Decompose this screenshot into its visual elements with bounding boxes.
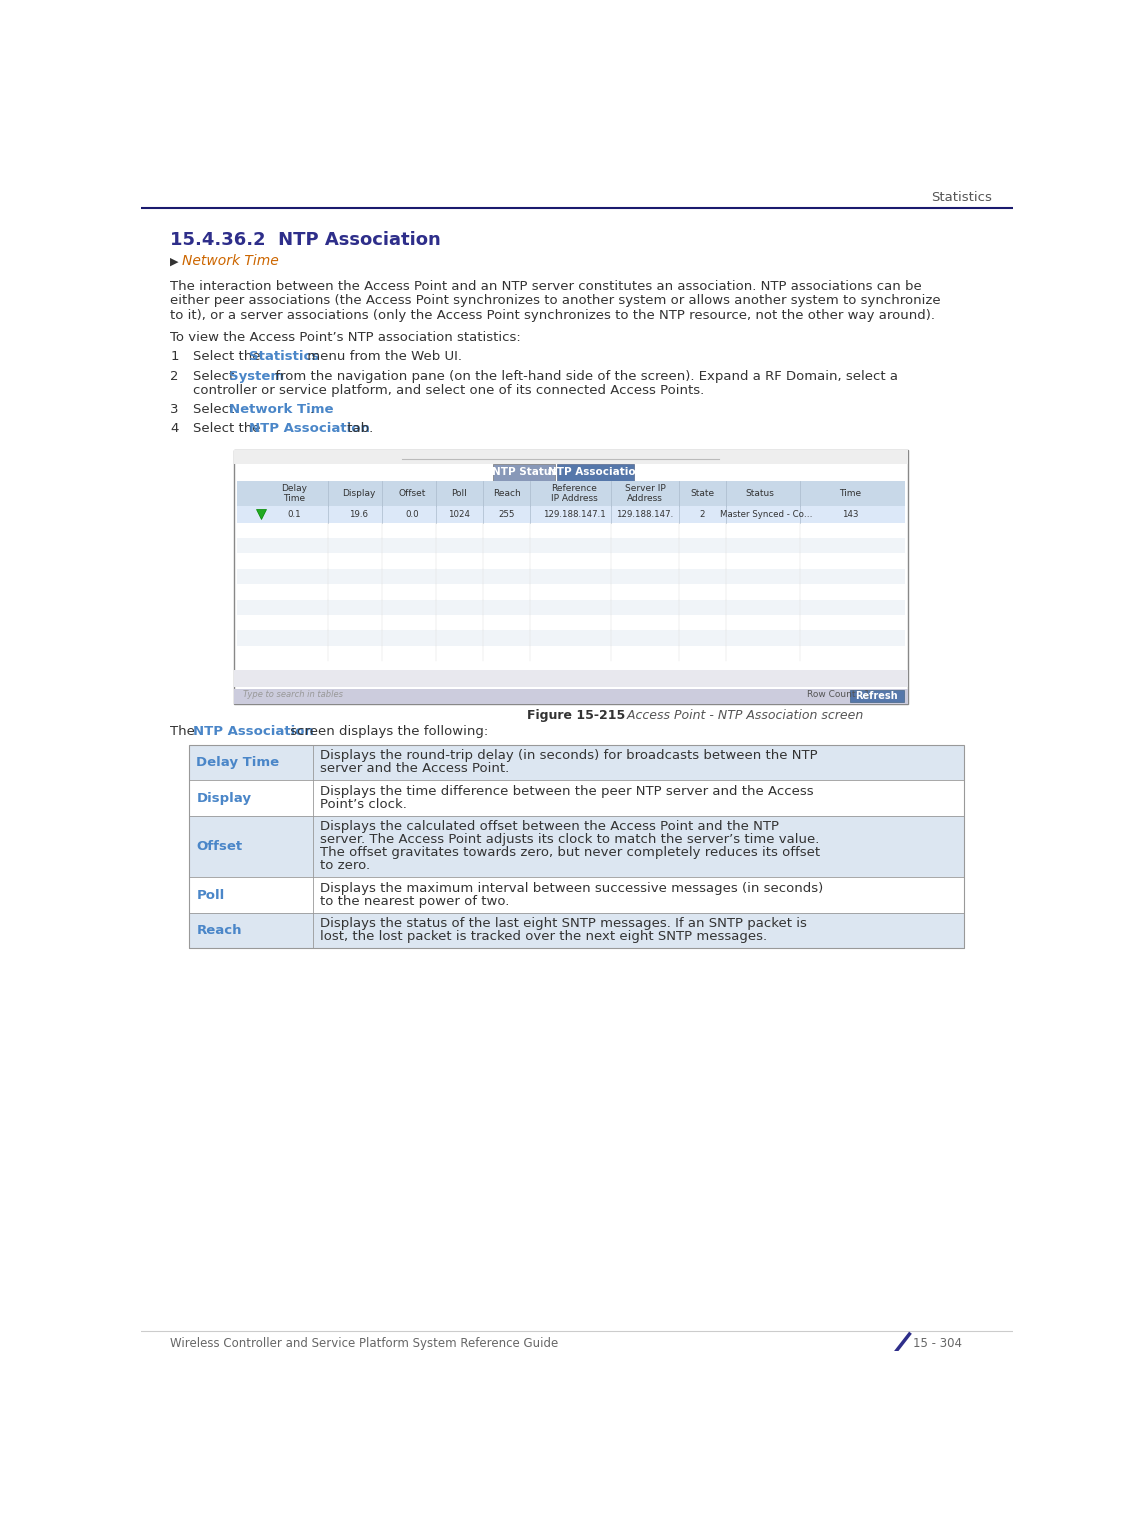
Text: Access Point - NTP Association screen: Access Point - NTP Association screen	[619, 709, 863, 723]
Bar	[236, 481, 905, 505]
Text: NTP Association: NTP Association	[192, 724, 314, 738]
Bar	[493, 465, 556, 481]
Text: The interaction between the Access Point and an NTP server constitutes an associ: The interaction between the Access Point…	[170, 279, 921, 293]
Bar	[234, 451, 908, 465]
Bar	[240, 689, 395, 700]
Text: Network Time: Network Time	[228, 402, 333, 416]
Bar	[189, 877, 964, 912]
Text: 0.1: 0.1	[288, 510, 302, 519]
Bar	[189, 815, 964, 877]
Text: Point’s clock.: Point’s clock.	[321, 798, 407, 811]
Bar	[189, 780, 964, 815]
Text: Time: Time	[839, 489, 862, 498]
Bar	[236, 615, 905, 630]
Bar	[236, 505, 905, 522]
Text: screen displays the following:: screen displays the following:	[287, 724, 488, 738]
Text: lost, the lost packet is tracked over the next eight SNTP messages.: lost, the lost packet is tracked over th…	[321, 931, 767, 943]
Text: Offset: Offset	[197, 839, 243, 853]
Bar	[236, 522, 905, 537]
Text: Reference
IP Address: Reference IP Address	[551, 484, 597, 502]
Bar	[236, 569, 905, 584]
Text: Refresh: Refresh	[856, 691, 898, 701]
Text: Statistics: Statistics	[249, 351, 320, 363]
Text: .: .	[309, 402, 314, 416]
Text: 129.188.147.: 129.188.147.	[616, 510, 674, 519]
Text: Displays the calculated offset between the Access Point and the NTP: Displays the calculated offset between t…	[321, 820, 780, 833]
Text: 129.188.147.1: 129.188.147.1	[542, 510, 605, 519]
Text: Network Time: Network Time	[182, 255, 279, 269]
Text: to the nearest power of two.: to the nearest power of two.	[321, 894, 510, 908]
Text: Type to search in tables: Type to search in tables	[243, 691, 343, 700]
Text: 3: 3	[170, 402, 179, 416]
Bar	[236, 600, 905, 615]
Text: Display: Display	[197, 792, 251, 805]
Text: Offset: Offset	[398, 489, 426, 498]
Text: 4: 4	[170, 422, 179, 436]
Text: ▶: ▶	[170, 257, 179, 267]
Text: Statistics: Statistics	[930, 191, 991, 203]
Text: 255: 255	[498, 510, 515, 519]
Bar	[234, 451, 908, 704]
Text: Poll: Poll	[197, 888, 225, 902]
Text: 1024: 1024	[449, 510, 470, 519]
Text: Select the: Select the	[193, 422, 266, 436]
Text: either peer associations (the Access Point synchronizes to another system or all: either peer associations (the Access Poi…	[170, 294, 940, 307]
Text: 1: 1	[170, 351, 179, 363]
Bar	[234, 689, 908, 704]
Text: 15 - 304: 15 - 304	[912, 1337, 962, 1350]
Text: server. The Access Point adjusts its clock to match the server’s time value.: server. The Access Point adjusts its clo…	[321, 833, 820, 846]
Bar	[189, 912, 964, 949]
Text: 2: 2	[700, 510, 705, 519]
Text: Displays the time difference between the peer NTP server and the Access: Displays the time difference between the…	[321, 785, 814, 798]
Text: Wireless Controller and Service Platform System Reference Guide: Wireless Controller and Service Platform…	[170, 1337, 558, 1350]
Text: controller or service platform, and select one of its connected Access Points.: controller or service platform, and sele…	[193, 384, 704, 396]
Text: Select the: Select the	[193, 351, 266, 363]
Text: from the navigation pane (on the left-hand side of the screen). Expand a RF Doma: from the navigation pane (on the left-ha…	[271, 370, 898, 383]
Text: Select: Select	[193, 370, 238, 383]
Bar	[236, 584, 905, 600]
Bar	[236, 645, 905, 662]
Text: Status: Status	[745, 489, 774, 498]
Bar	[236, 537, 905, 553]
Bar	[236, 553, 905, 569]
Text: menu from the Web UI.: menu from the Web UI.	[304, 351, 462, 363]
Text: Delay
Time: Delay Time	[281, 484, 307, 502]
Bar	[849, 689, 904, 701]
Text: Poll: Poll	[451, 489, 467, 498]
Text: NTP Association: NTP Association	[548, 468, 644, 478]
Text: Figure 15-215: Figure 15-215	[526, 709, 626, 723]
Text: to zero.: to zero.	[321, 859, 370, 873]
Text: Reach: Reach	[493, 489, 521, 498]
Text: To view the Access Point’s NTP association statistics:: To view the Access Point’s NTP associati…	[170, 331, 521, 345]
Text: Delay Time: Delay Time	[197, 756, 279, 770]
Text: Display: Display	[342, 489, 375, 498]
Text: Displays the maximum interval between successive messages (in seconds): Displays the maximum interval between su…	[321, 882, 824, 894]
Text: 19.6: 19.6	[349, 510, 368, 519]
Text: Server IP
Address: Server IP Address	[624, 484, 665, 502]
Bar	[189, 745, 964, 780]
Text: NTP Status: NTP Status	[492, 468, 557, 478]
Text: State: State	[690, 489, 714, 498]
Text: Displays the round-trip delay (in seconds) for broadcasts between the NTP: Displays the round-trip delay (in second…	[321, 750, 818, 762]
Text: 0.0: 0.0	[405, 510, 420, 519]
Text: NTP Association: NTP Association	[249, 422, 370, 436]
Bar	[236, 630, 905, 645]
Text: to it), or a server associations (only the Access Point synchronizes to the NTP : to it), or a server associations (only t…	[170, 308, 935, 322]
Text: The: The	[170, 724, 199, 738]
Text: server and the Access Point.: server and the Access Point.	[321, 762, 510, 776]
Text: 15.4.36.2  NTP Association: 15.4.36.2 NTP Association	[170, 231, 441, 249]
Text: Select: Select	[193, 402, 238, 416]
Text: Row Count:  1: Row Count: 1	[807, 691, 870, 700]
Bar	[234, 671, 908, 688]
Text: 2: 2	[170, 370, 179, 383]
Bar	[557, 465, 634, 481]
Text: System: System	[228, 370, 284, 383]
Text: 143: 143	[843, 510, 858, 519]
Text: The offset gravitates towards zero, but never completely reduces its offset: The offset gravitates towards zero, but …	[321, 847, 820, 859]
Text: Master Synced - Co…: Master Synced - Co…	[720, 510, 812, 519]
Text: Reach: Reach	[197, 924, 242, 937]
Text: tab.: tab.	[343, 422, 372, 436]
Text: Displays the status of the last eight SNTP messages. If an SNTP packet is: Displays the status of the last eight SN…	[321, 917, 808, 931]
Bar	[189, 745, 964, 949]
